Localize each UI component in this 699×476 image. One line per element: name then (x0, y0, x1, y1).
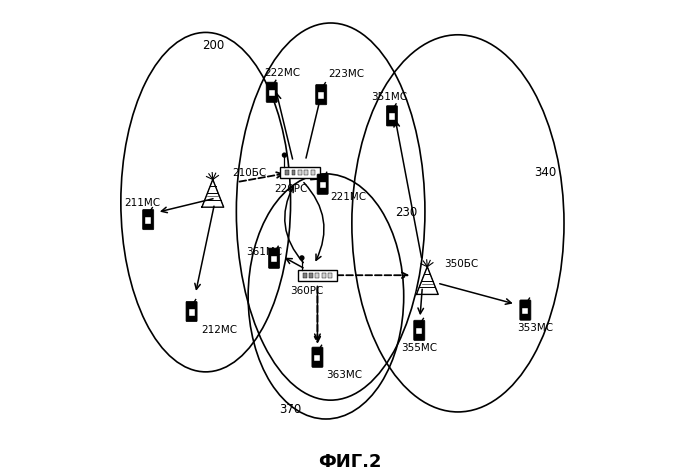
Polygon shape (417, 267, 438, 295)
Text: 351МС: 351МС (370, 92, 407, 102)
Bar (304, 171, 308, 176)
FancyBboxPatch shape (414, 320, 425, 341)
FancyBboxPatch shape (316, 85, 326, 106)
Bar (417, 328, 422, 335)
Text: 355МС: 355МС (401, 342, 438, 352)
Bar (310, 171, 315, 176)
Text: 220РС: 220РС (274, 184, 308, 194)
Bar (291, 171, 296, 176)
Bar (309, 273, 313, 278)
Bar (271, 256, 277, 263)
Polygon shape (202, 180, 224, 208)
FancyBboxPatch shape (266, 83, 278, 103)
Text: 223МС: 223МС (329, 69, 364, 79)
Bar (298, 171, 302, 176)
Circle shape (282, 154, 287, 158)
Text: 211МС: 211МС (124, 198, 160, 208)
Text: 230: 230 (395, 206, 417, 218)
Text: 340: 340 (534, 166, 556, 178)
Bar (145, 218, 151, 224)
FancyBboxPatch shape (520, 300, 531, 320)
Text: 363МС: 363МС (326, 369, 362, 379)
Circle shape (300, 257, 304, 260)
Text: 350БС: 350БС (444, 259, 478, 269)
Bar (268, 91, 275, 97)
Text: 370: 370 (280, 402, 302, 415)
Bar (318, 93, 324, 99)
Text: 200: 200 (201, 39, 224, 51)
Bar (322, 273, 326, 278)
Bar (522, 308, 528, 315)
Bar (315, 355, 320, 361)
Bar (389, 114, 395, 120)
Bar (315, 273, 319, 278)
Bar (319, 182, 326, 189)
FancyBboxPatch shape (317, 175, 328, 195)
Bar (280, 168, 320, 178)
Text: 361МС: 361МС (246, 246, 282, 256)
FancyBboxPatch shape (186, 302, 197, 322)
Text: 210БС: 210БС (233, 168, 267, 178)
Text: 221МС: 221МС (331, 192, 367, 202)
FancyBboxPatch shape (143, 210, 154, 230)
Text: 222МС: 222МС (265, 68, 301, 78)
Bar (328, 273, 332, 278)
FancyBboxPatch shape (387, 107, 398, 127)
Text: ФИГ.2: ФИГ.2 (318, 453, 381, 470)
Text: 360РС: 360РС (291, 286, 324, 296)
Bar (285, 171, 289, 176)
Bar (189, 309, 194, 316)
Bar (303, 273, 307, 278)
FancyBboxPatch shape (312, 347, 323, 367)
FancyBboxPatch shape (268, 248, 280, 269)
Bar (298, 270, 337, 281)
Text: 353МС: 353МС (517, 322, 553, 332)
Text: 212МС: 212МС (201, 324, 237, 334)
